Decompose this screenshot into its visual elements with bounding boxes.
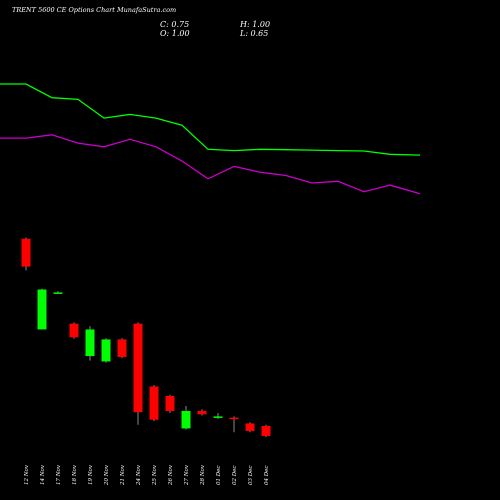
x-tick-label: 02 Dec xyxy=(232,466,238,486)
candle-02-dec xyxy=(229,416,239,433)
x-tick-label: 20 Nov xyxy=(104,464,110,486)
candle-28-nov xyxy=(197,409,207,416)
x-tick-label: 19 Nov xyxy=(88,464,94,485)
x-tick-label: 17 Nov xyxy=(56,464,62,485)
candle-body xyxy=(245,423,255,431)
x-tick-label: 12 Nov xyxy=(24,464,30,485)
candle-18-nov xyxy=(69,322,79,339)
candle-body xyxy=(53,292,63,294)
x-tick-label: 24 Nov xyxy=(136,464,142,486)
candle-12-nov xyxy=(21,237,31,271)
x-tick-label: 28 Nov xyxy=(200,464,206,486)
x-tick-label: 18 Nov xyxy=(72,464,78,485)
low-value: L: 0.65 xyxy=(240,29,269,38)
x-axis-labels: 12 Nov 14 Nov 17 Nov 18 Nov 19 Nov 20 Nov 21 N… xyxy=(24,464,270,486)
candle-body xyxy=(181,410,191,429)
candle-03-dec xyxy=(245,422,255,433)
candle-17-nov xyxy=(53,291,63,294)
candle-body xyxy=(69,323,79,338)
candle-19-nov xyxy=(85,326,95,361)
x-tick-label: 25 Nov xyxy=(152,464,158,486)
x-tick-label: 04 Dec xyxy=(264,466,270,486)
candle-body xyxy=(21,238,31,267)
candle-27-nov xyxy=(181,405,191,430)
x-tick-label: 21 Nov xyxy=(120,464,126,486)
candle-body xyxy=(213,416,223,418)
x-tick-label: 03 Dec xyxy=(248,466,254,486)
moving-average-lines xyxy=(0,83,421,195)
candle-body xyxy=(101,339,111,362)
close-value: C: 0.75 xyxy=(160,20,190,29)
candle-body xyxy=(197,410,207,415)
candle-body xyxy=(261,425,271,436)
candle-body xyxy=(133,323,143,413)
candle-24-nov xyxy=(133,322,143,425)
candle-14-nov xyxy=(37,288,47,330)
x-tick-label: 14 Nov xyxy=(40,464,46,485)
candle-01-dec xyxy=(213,413,223,419)
x-tick-label: 26 Nov xyxy=(168,464,174,486)
candle-body xyxy=(165,396,175,411)
candle-20-nov xyxy=(101,338,111,363)
candle-body xyxy=(229,417,239,420)
candle-body xyxy=(149,386,159,420)
candle-26-nov xyxy=(165,394,175,414)
open-value: O: 1.00 xyxy=(160,29,190,38)
candle-body xyxy=(37,289,47,330)
candle-04-dec xyxy=(261,424,271,438)
high-value: H: 1.00 xyxy=(240,20,271,29)
x-tick-label: 27 Nov xyxy=(184,464,190,486)
candle-body xyxy=(85,329,95,357)
x-tick-label: 01 Dec xyxy=(216,466,222,486)
candle-body xyxy=(117,339,127,357)
candle-25-nov xyxy=(149,385,159,421)
candle-21-nov xyxy=(117,338,127,359)
magenta-line xyxy=(0,134,421,195)
green-line xyxy=(0,83,421,156)
candles xyxy=(21,237,271,438)
chart-title: TRENT 5600 CE Options Chart MunafaSutra.… xyxy=(12,6,177,14)
